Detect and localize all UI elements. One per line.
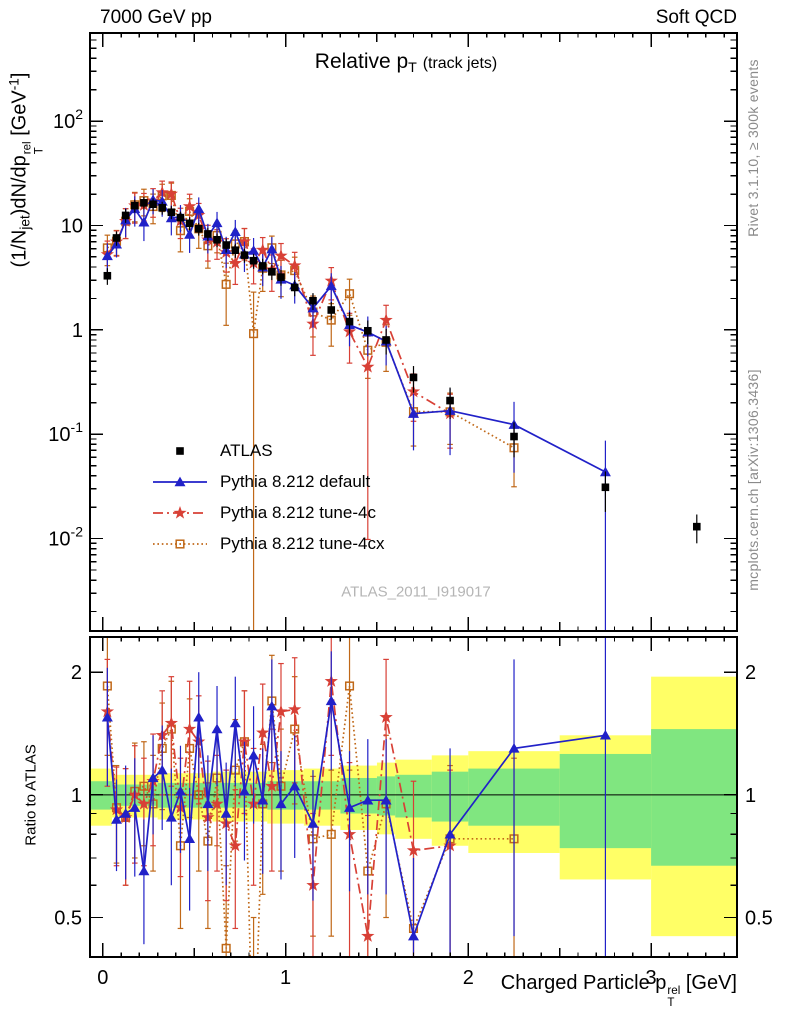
- svg-text:10: 10: [61, 216, 83, 238]
- svg-text:10-1: 10-1: [48, 419, 83, 446]
- legend: ATLAS Pythia 8.212 default Pythia 8.212 tu…: [150, 438, 384, 556]
- analysis-id-watermark: ATLAS_2011_I919017: [341, 583, 491, 601]
- process-group-label: Soft QCD: [655, 7, 737, 28]
- ratio-panel-frame: [89, 636, 738, 958]
- svg-text:10-2: 10-2: [48, 524, 83, 551]
- ratio-panel-series: [100, 637, 611, 957]
- series-atlas: [103, 196, 701, 544]
- green-band-bin: [651, 729, 737, 866]
- svg-text:1: 1: [280, 967, 291, 989]
- y-axis-label-ratio: Ratio to ATLAS: [22, 744, 40, 846]
- mcplots-citation-note: mcplots.cern.ch [arXiv:1306.3436]: [745, 369, 761, 591]
- y-axis-label-main: (1/Njet)dN/dp rel T [GeV-1]: [6, 72, 46, 268]
- green-band-bin: [303, 781, 341, 810]
- legend-label: ATLAS: [220, 440, 273, 460]
- svg-text:1: 1: [72, 320, 83, 342]
- legend-marker-pythia-tune-4c: [153, 505, 207, 519]
- plot-title: Relative pT (track jets): [314, 49, 498, 77]
- svg-text:1: 1: [745, 785, 756, 807]
- svg-text:2: 2: [745, 662, 756, 684]
- tick-labels: 0 1 2 3 10-2 10-1 1 10 102 0.5 0.5 1 1 2 2: [48, 106, 773, 989]
- rivet-version-note: Rivet 3.1.10, ≥ 300k events: [745, 59, 761, 237]
- legend-marker-atlas: [176, 446, 184, 455]
- legend-item-pythia-tune-4c: Pythia 8.212 tune-4c: [150, 500, 384, 525]
- svg-text:1: 1: [71, 785, 82, 807]
- svg-text:0.5: 0.5: [54, 908, 82, 930]
- svg-text:3: 3: [646, 967, 657, 989]
- svg-text:2: 2: [463, 967, 474, 989]
- svg-text:0.5: 0.5: [745, 908, 773, 930]
- ratio-series-pythia-default: [101, 637, 611, 957]
- main-panel-frame: [89, 32, 738, 632]
- svg-text:2: 2: [71, 662, 82, 684]
- legend-label: Pythia 8.212 tune-4cx: [220, 533, 385, 553]
- x-axis-label: Charged Particle p rel T [GeV]: [500, 972, 737, 1010]
- legend-marker-pythia-tune-4cx: [153, 538, 207, 549]
- main-panel-series: [100, 180, 701, 631]
- legend-label: Pythia 8.212 tune-4c: [220, 502, 376, 522]
- svg-text:102: 102: [53, 106, 83, 133]
- legend-marker-pythia-default: [153, 476, 207, 486]
- beam-energy-label: 7000 GeV pp: [100, 7, 212, 28]
- legend-item-pythia-tune-4cx: Pythia 8.212 tune-4cx: [150, 531, 384, 556]
- legend-label: Pythia 8.212 default: [220, 471, 371, 491]
- legend-item-pythia-default: Pythia 8.212 default: [150, 469, 384, 494]
- legend-item-atlas: ATLAS: [150, 438, 384, 463]
- svg-text:0: 0: [97, 967, 108, 989]
